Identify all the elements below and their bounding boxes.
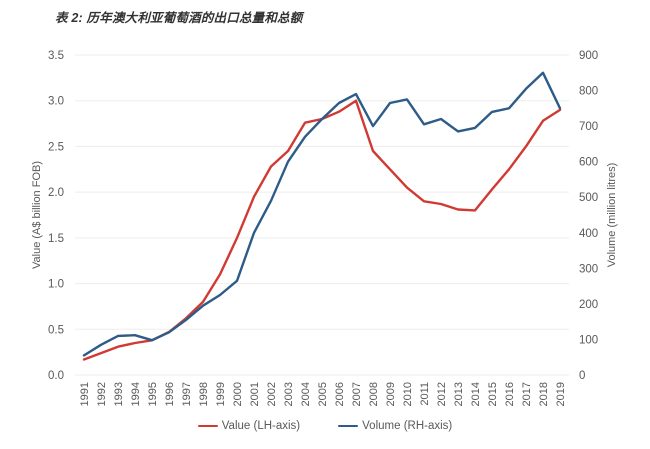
x-axis-tick-label: 2013 — [453, 382, 465, 406]
right-axis-tick-label: 100 — [579, 334, 598, 346]
x-axis-tick-label: 2010 — [402, 382, 414, 406]
value-line — [82, 99, 562, 361]
left-axis-tick-label: 1.5 — [48, 233, 64, 245]
x-axis-tick-label: 2012 — [436, 382, 448, 406]
value-line-marker — [197, 424, 218, 428]
right-axis-tick-label: 200 — [579, 299, 598, 311]
legend-item-volume: Volume (RH-axis) — [338, 420, 452, 432]
x-axis-tick-label: 1997 — [181, 382, 193, 406]
x-axis-tick-label: 2000 — [232, 382, 244, 406]
x-axis-tick-label: 2004 — [300, 382, 312, 406]
x-axis-tick-label: 2018 — [538, 382, 550, 406]
left-axis-tick-label: 1.0 — [48, 279, 64, 291]
x-axis-tick-label: 2011 — [419, 382, 431, 406]
legend: Value (LH-axis) Volume (RH-axis) — [0, 420, 650, 432]
right-axis-tick-label: 500 — [579, 192, 598, 204]
left-axis-tick-label: 2.0 — [48, 187, 64, 199]
x-axis-tick-label: 2002 — [266, 382, 278, 406]
x-axis-tick-label: 1993 — [113, 382, 125, 406]
x-axis-tick-label: 1991 — [79, 382, 91, 406]
x-axis-tick-label: 1998 — [198, 382, 210, 406]
x-axis-tick-label: 1994 — [130, 382, 142, 406]
right-axis-tick-label: 700 — [579, 121, 598, 133]
right-axis-tick-label: 900 — [579, 50, 598, 62]
x-axis-tick-label: 2019 — [555, 382, 567, 406]
x-axis-tick-label: 2017 — [521, 382, 533, 406]
chart-title: 表 2: 历年澳大利亚葡萄酒的出口总量和总额 — [55, 11, 303, 25]
legend-label-volume: Volume (RH-axis) — [362, 420, 453, 432]
right-axis-title: Volume (million litres) — [606, 163, 618, 268]
x-axis-tick-label: 2014 — [470, 382, 482, 406]
x-axis-tick-label: 2007 — [351, 382, 363, 406]
left-axis-tick-label: 2.5 — [48, 141, 64, 153]
x-axis-tick-label: 1996 — [164, 382, 176, 406]
x-axis-tick-label: 2008 — [368, 382, 380, 406]
x-axis-tick-label: 2016 — [504, 382, 516, 406]
left-axis-tick-label: 3.0 — [48, 96, 64, 108]
x-axis-tick-label: 2009 — [385, 382, 397, 406]
x-axis-tick-label: 2005 — [317, 382, 329, 406]
x-axis-tick-label: 2003 — [283, 382, 295, 406]
right-axis-tick-label: 300 — [579, 263, 598, 275]
x-axis-tick-label: 1999 — [215, 382, 227, 406]
left-axis-title: Value (A$ billion FOB) — [31, 161, 43, 269]
left-axis-tick-label: 0.0 — [48, 370, 64, 382]
volume-line — [82, 71, 562, 357]
right-axis-tick-label: 600 — [579, 157, 598, 169]
x-axis-tick-label: 2015 — [487, 382, 499, 406]
right-axis-tick-label: 800 — [579, 86, 598, 98]
x-axis-tick-label: 2001 — [249, 382, 261, 406]
legend-label-value: Value (LH-axis) — [221, 420, 301, 432]
right-axis-tick-label: 0 — [579, 370, 585, 382]
left-axis-tick-label: 3.5 — [48, 50, 64, 62]
x-axis-tick-label: 2006 — [334, 382, 346, 406]
left-axis-tick-label: 0.5 — [48, 324, 64, 336]
x-axis-tick-label: 1992 — [96, 382, 108, 406]
legend-item-value: Value (LH-axis) — [197, 420, 301, 432]
x-axis-tick-label: 1995 — [147, 382, 159, 406]
right-axis-tick-label: 400 — [579, 228, 598, 240]
volume-line-marker — [338, 424, 359, 428]
